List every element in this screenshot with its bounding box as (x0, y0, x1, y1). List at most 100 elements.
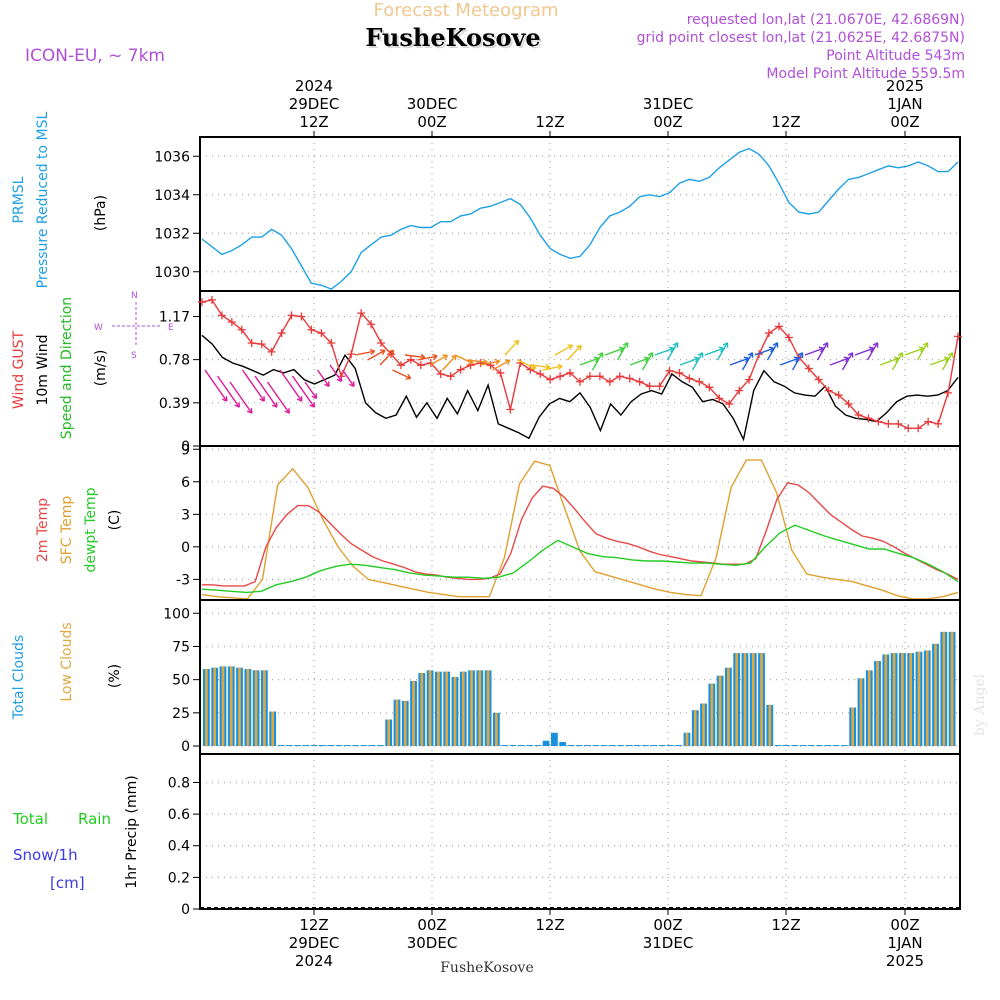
wind-direction-arrow (741, 352, 754, 371)
wind-arrow-head (336, 376, 343, 383)
wind-arrow-shaft (629, 357, 650, 366)
wind-direction-arrow (254, 375, 278, 408)
top-axis-label: 00Z (417, 113, 446, 131)
total-cloud-bar (327, 745, 335, 747)
low-cloud-bar (254, 670, 258, 747)
low-cloud-bar (859, 678, 863, 747)
wind-gust-point (416, 361, 425, 370)
total-cloud-bar (277, 745, 285, 747)
wind-gust-point (347, 350, 356, 359)
total-cloud-bar (584, 745, 591, 747)
top-axis-label: 31DEC (643, 95, 694, 113)
wind-gust-point (625, 374, 634, 383)
wind-gust-point (257, 340, 266, 349)
wind-arrow-head (772, 342, 779, 348)
bottom-axis-label: 29DEC (289, 934, 340, 952)
wind-direction-arrow (479, 358, 501, 366)
wind-arrow-head (504, 359, 511, 365)
wind-direction-arrow (591, 352, 604, 371)
clouds-ytick-label: 25 (172, 706, 190, 722)
wind-gust-point (765, 329, 773, 338)
bottom-axis-label: 12Z (771, 916, 800, 934)
wind-direction-arrow (554, 344, 574, 356)
wind-gust-point (715, 394, 724, 403)
wind-gust-point (874, 417, 883, 426)
wind-unit: (m/s) (93, 350, 109, 387)
bottom-axis-label: 00Z (890, 916, 919, 934)
wind-arrow-head (567, 344, 574, 350)
total-cloud-bar (783, 745, 790, 747)
wind-arrow-head (324, 381, 330, 388)
wind-ytick-label: 1.17 (159, 309, 190, 325)
precip-rain-label: Rain (78, 810, 111, 828)
low-cloud-bar (478, 670, 482, 747)
wind-gust-point (526, 365, 535, 374)
direction-label: Speed and Direction (59, 297, 75, 439)
low-cloud-bar (221, 666, 225, 747)
footer-location: FusheKosove (440, 960, 534, 976)
wind-gust-point (556, 372, 565, 381)
top-axis-label: 12Z (771, 113, 800, 131)
wind-gust-point (287, 311, 296, 320)
wind-direction-arrow (204, 369, 228, 402)
wind-arrow-shaft (641, 352, 654, 371)
wind-gust-point (605, 377, 614, 386)
wind-gust-point (685, 374, 694, 383)
wind-gust-point (506, 405, 515, 414)
wind-arrow-shaft (766, 342, 779, 361)
pressure-ytick-label: 1034 (154, 188, 190, 204)
wind-direction-arrow (504, 339, 520, 356)
low-cloud-bar (942, 631, 946, 747)
wind-direction-arrow (542, 363, 563, 371)
low-cloud-bar (702, 703, 705, 747)
wind-arrow-shaft (591, 352, 604, 371)
wind-arrow-shaft (266, 381, 290, 414)
precip-panel: 0 0.2 0.4 0.6 0.8 (168, 753, 961, 918)
wind-arrow-shaft (704, 347, 725, 356)
total-cloud-bar (567, 745, 575, 747)
low-cloud-bar (685, 732, 689, 747)
watermark: by Angel (972, 673, 988, 736)
low-cloud-bar (934, 643, 937, 747)
wind-gust-point (227, 318, 236, 326)
wind-arrow-head (369, 348, 376, 356)
wind-gust-point (377, 339, 386, 348)
temp-ytick-label: 6 (181, 475, 190, 491)
total-cloud-bar (509, 745, 517, 747)
wind-arrow-shaft (841, 352, 854, 371)
wind-arrow-shaft (517, 359, 536, 370)
wind-arrow-shaft (716, 342, 729, 361)
model-name: ICON-EU, ~ 7km (25, 46, 165, 66)
precip-cm-label: [cm] (50, 874, 85, 892)
bottom-axis-label: 12Z (299, 916, 328, 934)
wind-arrow-head (311, 393, 318, 400)
wind-arrow-head (597, 352, 604, 358)
wind-direction-arrow (941, 352, 954, 371)
wind-arrow-shaft (542, 365, 563, 371)
wind-gust-point (615, 372, 624, 381)
wind-gust-point (814, 375, 823, 384)
wind-gust-point (317, 329, 326, 338)
wind-gust-point (585, 372, 594, 381)
wind-arrow-shaft (829, 357, 850, 366)
location-title: FusheKosove (365, 23, 540, 52)
wind-direction-arrow (279, 369, 303, 402)
top-axis-label: 1JAN (887, 95, 922, 113)
wind-direction-arrow (429, 354, 449, 366)
wind-gust-point (725, 399, 734, 408)
wind-arrow-shaft (441, 354, 457, 371)
total-cloud-bar (526, 745, 533, 747)
pressure-label-long: Pressure Reduced to MSL (35, 111, 51, 288)
wind-arrow-head (284, 408, 290, 414)
wind-arrow-head (405, 373, 412, 380)
wind-direction-arrow (716, 342, 729, 361)
total-cloud-bar (534, 745, 542, 747)
wind-gust-point (705, 383, 714, 392)
precip-ytick-label: 0.6 (168, 807, 190, 823)
wind-arrow-shaft (492, 359, 511, 371)
wind-arrow-shaft (891, 352, 904, 371)
total-cloud-bar (501, 745, 509, 747)
wind-arrow-shaft (392, 369, 411, 380)
wind-direction-arrow (916, 342, 929, 361)
